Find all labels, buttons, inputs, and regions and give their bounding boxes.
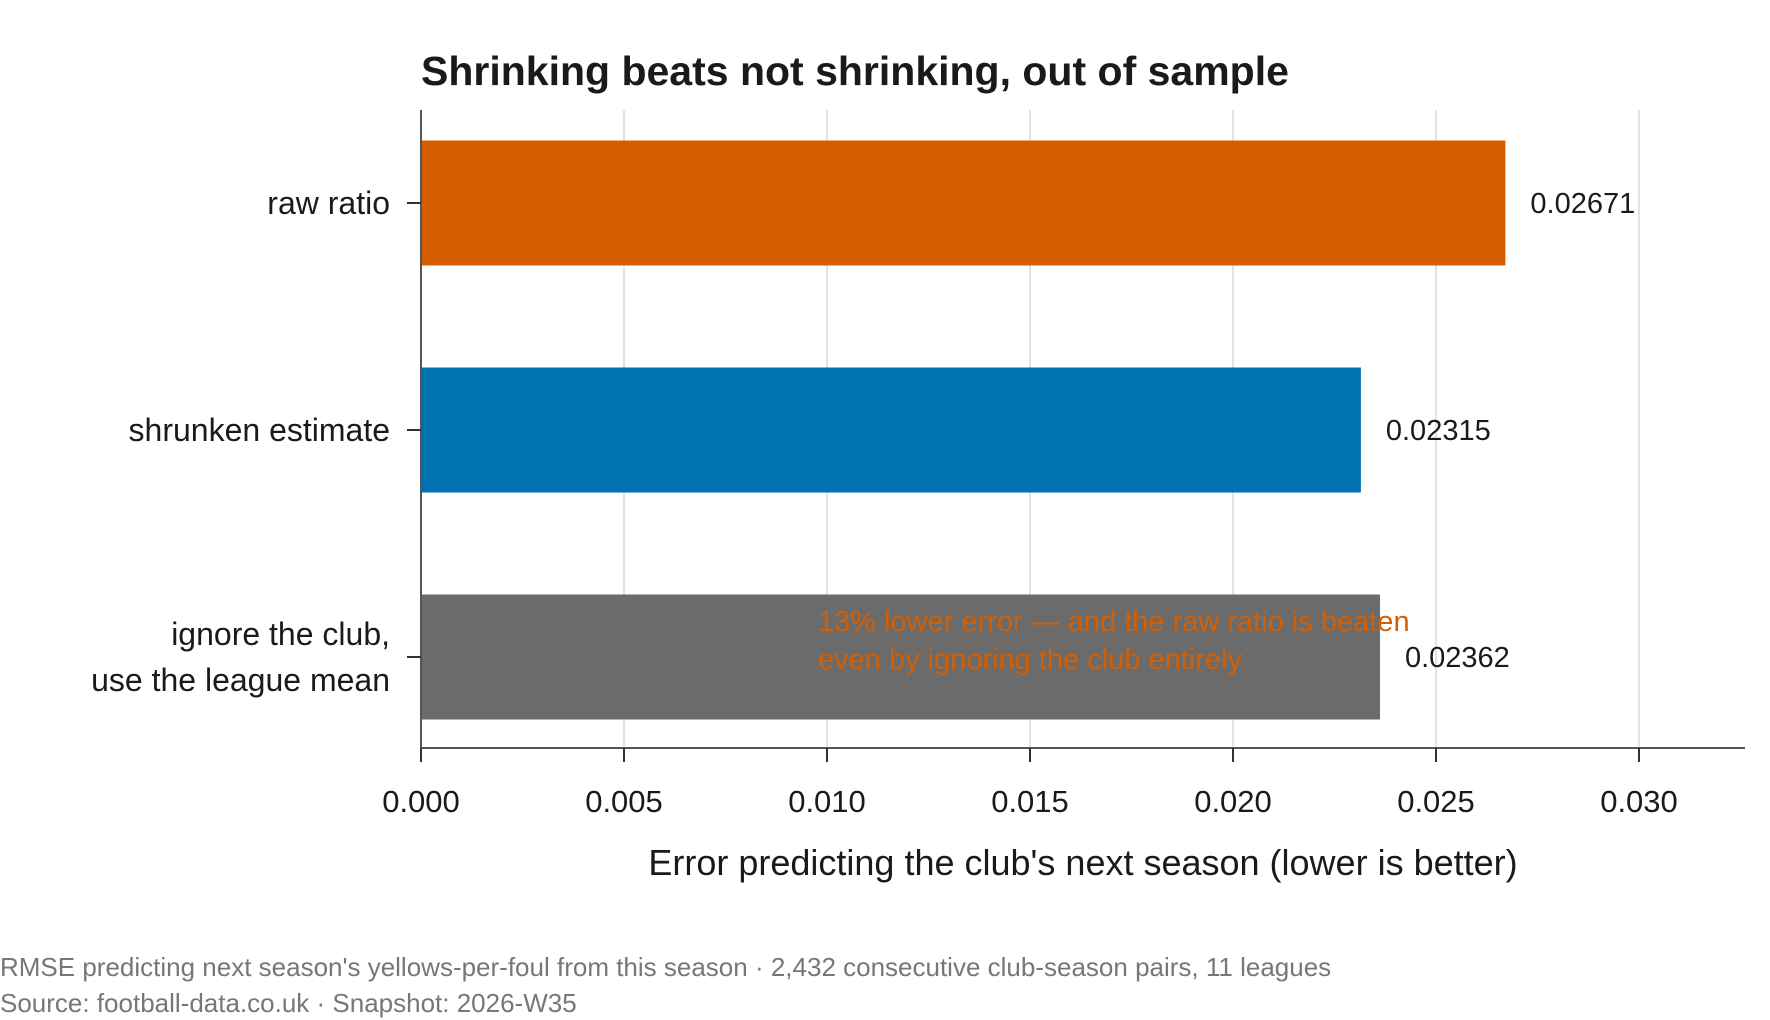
x-tick-label-4: 0.020: [1194, 784, 1272, 819]
category-label-1-line-0: shrunken estimate: [129, 412, 390, 448]
value-label-0: 0.02671: [1530, 188, 1635, 220]
value-labels: 0.02671 0.02315 0.02362: [1386, 188, 1635, 674]
x-tick-label-6: 0.030: [1600, 784, 1678, 819]
category-label-0-line-0: raw ratio: [267, 185, 390, 221]
x-axis: 0.000 0.005 0.010 0.015 0.020 0.025 0.030: [382, 747, 1745, 819]
bars: [421, 140, 1506, 720]
value-label-2: 0.02362: [1405, 642, 1510, 674]
x-tick-label-5: 0.025: [1397, 784, 1475, 819]
category-label-2: ignore the club, use the league mean: [91, 616, 390, 698]
x-axis-title: Error predicting the club's next season …: [648, 842, 1517, 883]
annotation-line-0: 13% lower error — and the raw ratio is b…: [818, 606, 1410, 638]
chart-title: Shrinking beats not shrinking, out of sa…: [421, 48, 1289, 94]
bar-0: [421, 140, 1506, 266]
x-tick-label-0: 0.000: [382, 784, 460, 819]
category-label-0: raw ratio: [267, 185, 390, 221]
x-tick-label-2: 0.010: [788, 784, 866, 819]
x-tick-label-3: 0.015: [991, 784, 1069, 819]
footer-note: RMSE predicting next season's yellows-pe…: [0, 952, 1331, 982]
y-axis: raw ratio shrunken estimate ignore the clu…: [91, 110, 422, 750]
value-label-1: 0.02315: [1386, 415, 1491, 447]
bar-2: [421, 594, 1380, 720]
footer-source: Source: football-data.co.uk · Snapshot: …: [0, 988, 577, 1018]
x-tick-label-1: 0.005: [585, 784, 663, 819]
annotation-line-1: even by ignoring the club entirely: [818, 644, 1242, 676]
category-label-1: shrunken estimate: [129, 412, 390, 448]
bar-1: [421, 367, 1361, 493]
annotation: 13% lower error — and the raw ratio is b…: [818, 606, 1410, 676]
category-label-2-line-1: use the league mean: [91, 662, 390, 698]
annotation-text: 13% lower error — and the raw ratio is b…: [818, 606, 1410, 676]
category-label-2-line-0: ignore the club,: [171, 616, 390, 652]
